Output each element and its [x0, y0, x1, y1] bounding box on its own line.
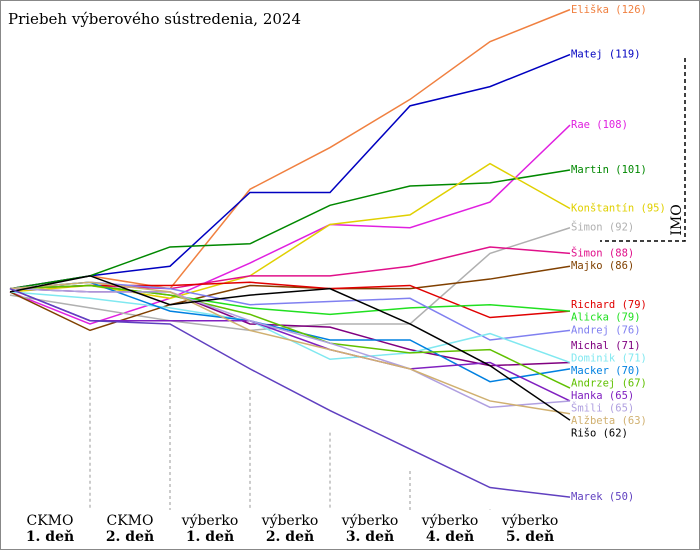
x-tick-label: výberko — [341, 512, 399, 529]
x-tick-label: CKMO — [107, 513, 154, 529]
legend-label: Macker (70) — [571, 365, 641, 377]
legend-label: Martin (101) — [571, 164, 647, 176]
x-tick-label: 1. deň — [186, 529, 234, 545]
series-line — [9, 287, 571, 498]
series-line — [9, 284, 571, 389]
series-line — [9, 265, 571, 332]
legend-label: Šimon (92) — [571, 221, 634, 234]
x-tick-label: 1. deň — [26, 529, 74, 545]
x-tick-label: výberko — [421, 512, 479, 529]
legend-label: Alicka (79) — [571, 311, 641, 323]
x-tick-label: výberko — [181, 512, 239, 529]
series-line — [9, 8, 571, 290]
legend-label: Marek (50) — [571, 491, 634, 503]
legend-label: Dominik (71) — [571, 352, 647, 364]
x-tick-label: výberko — [501, 512, 559, 529]
imo-bracket — [600, 58, 686, 242]
legend-label: Alžbeta (63) — [571, 415, 647, 427]
x-tick-label: 2. deň — [106, 529, 154, 545]
series-line — [9, 227, 571, 332]
legend-label: Rišo (62) — [571, 427, 628, 439]
series-line — [9, 169, 571, 290]
series-line — [9, 281, 571, 319]
x-tick-label: 3. deň — [346, 529, 394, 545]
legend-label: Hanka (65) — [571, 390, 634, 402]
legend-label: Šimon (88) — [571, 246, 634, 259]
x-tick-label: 2. deň — [266, 529, 314, 545]
series-line — [9, 281, 571, 415]
legend-label: Richard (79) — [571, 299, 647, 311]
legend-label: Matej (119) — [571, 49, 641, 61]
series-line — [9, 275, 571, 421]
x-tick-label: výberko — [261, 512, 319, 529]
legend-label: Rae (108) — [571, 119, 628, 131]
chart-title: Priebeh výberového sústredenia, 2024 — [8, 10, 301, 28]
x-tick-label: CKMO — [27, 513, 74, 529]
x-tick-label: 5. deň — [506, 529, 554, 545]
imo-label: IMO — [669, 204, 685, 235]
legend-label: Majko (86) — [571, 260, 634, 272]
legend-label: Andrej (76) — [571, 324, 641, 336]
legend-label: Eliška (126) — [571, 4, 647, 16]
legend-label: Konštantín (95) — [571, 202, 666, 214]
legend-label: Šmili (65) — [571, 401, 634, 414]
legend-label: Andrzej (67) — [571, 377, 647, 389]
series-line — [9, 124, 571, 325]
legend-label: Michal (71) — [571, 340, 641, 352]
series-line — [9, 53, 571, 290]
x-tick-label: 4. deň — [426, 529, 474, 545]
series-line — [9, 287, 571, 409]
